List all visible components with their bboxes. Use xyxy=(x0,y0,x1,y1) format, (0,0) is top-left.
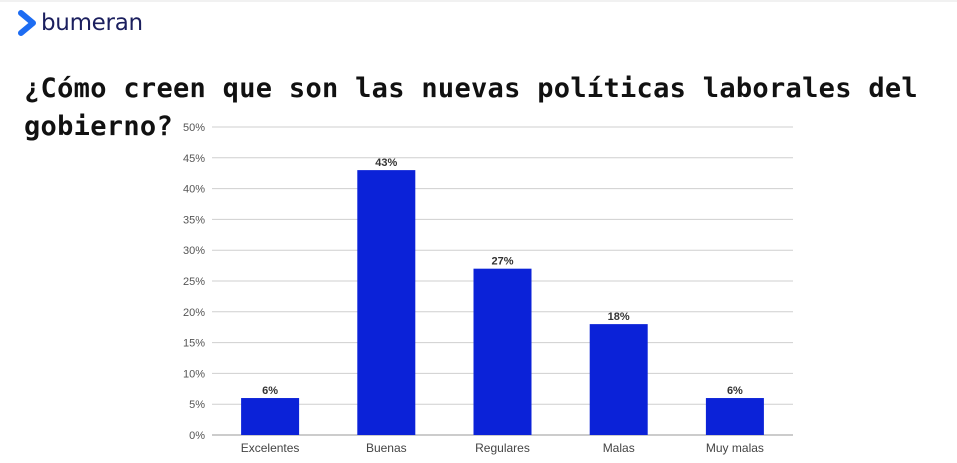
y-tick-label: 40% xyxy=(183,184,205,196)
bar xyxy=(589,324,648,435)
x-tick-label: Malas xyxy=(603,441,635,455)
x-tick-label: Excelentes xyxy=(241,441,300,455)
bar xyxy=(705,398,764,435)
brand-name: bumeran xyxy=(41,10,143,36)
y-tick-label: 5% xyxy=(189,399,205,411)
bar xyxy=(357,170,416,435)
bumeran-chevron-icon xyxy=(18,10,36,36)
y-tick-label: 30% xyxy=(183,245,205,257)
x-tick-label: Regulares xyxy=(475,441,530,455)
x-tick-label: Muy malas xyxy=(706,441,764,455)
brand-logo[interactable]: bumeran xyxy=(18,8,143,38)
top-border xyxy=(0,0,957,2)
y-tick-label: 45% xyxy=(183,153,205,165)
y-tick-label: 25% xyxy=(183,276,205,288)
y-tick-label: 0% xyxy=(189,430,205,442)
data-label: 6% xyxy=(727,385,743,397)
y-tick-label: 35% xyxy=(183,214,205,226)
bar xyxy=(473,268,532,435)
x-tick-label: Buenas xyxy=(366,441,407,455)
y-tick-label: 20% xyxy=(183,307,205,319)
y-tick-label: 50% xyxy=(183,122,205,134)
y-tick-label: 10% xyxy=(183,368,205,380)
bar xyxy=(241,398,300,435)
chart-title: ¿Cómo creen que son las nuevas políticas… xyxy=(24,73,918,142)
data-label: 18% xyxy=(608,311,630,323)
data-label: 6% xyxy=(262,385,278,397)
data-label: 27% xyxy=(491,256,513,268)
data-label: 43% xyxy=(375,157,397,169)
y-tick-label: 15% xyxy=(183,338,205,350)
